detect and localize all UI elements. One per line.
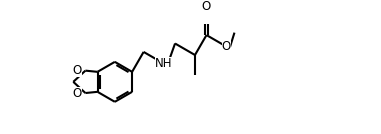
Text: NH: NH [155, 57, 172, 70]
Text: O: O [202, 0, 211, 13]
Text: O: O [72, 64, 82, 77]
Text: O: O [72, 87, 82, 100]
Text: O: O [222, 40, 231, 53]
